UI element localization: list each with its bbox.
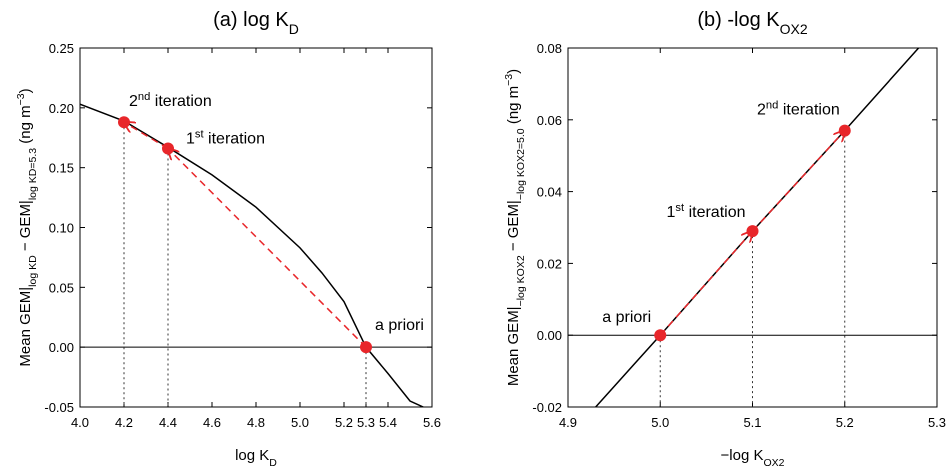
x-tick-label: 4.6	[203, 415, 221, 430]
y-tick-label: 0.04	[537, 185, 562, 200]
text-part: −3	[503, 74, 515, 86]
text-part: )	[17, 88, 34, 93]
curve	[80, 103, 424, 407]
text-part: a priori	[375, 317, 424, 334]
point	[654, 329, 667, 342]
text-part: (ng m	[17, 105, 34, 148]
x-tick-label: 4.4	[159, 415, 177, 430]
y-tick-label: -0.05	[44, 400, 74, 415]
y-tick-label: 0.20	[49, 101, 74, 116]
x-tick-label: 4.2	[115, 415, 133, 430]
point-label: a priori	[602, 309, 651, 326]
y-axis-label: Mean GEM|log KD − GEM|log KD=5.3 (ng m−3…	[15, 88, 39, 366]
x-tick-label: 5.1	[743, 415, 761, 430]
x-tick-label: 5.3	[357, 415, 375, 430]
text-part: )	[505, 69, 522, 74]
plot-frame	[79, 47, 433, 408]
text-part: Mean GEM|	[505, 306, 522, 386]
text-part: −log KOX2	[515, 255, 527, 306]
y-tick-label: 0.06	[537, 113, 562, 128]
text-part: OX2	[780, 21, 808, 37]
x-tick-label: 5.6	[423, 415, 441, 430]
y-tick-label: 0.00	[537, 328, 562, 343]
text-part: iteration	[150, 93, 211, 110]
text-part: st	[675, 202, 685, 214]
point-label: 1st iteration	[186, 129, 265, 148]
text-part: log K	[235, 447, 269, 464]
text-part: −log KOX2=5.0	[515, 128, 527, 200]
x-tick-label: 5.4	[379, 415, 397, 430]
text-part: log KD=5.3	[27, 148, 39, 200]
text-part: (ng m	[505, 86, 522, 129]
x-tick-label: 5.2	[836, 415, 854, 430]
point-label: 2nd iteration	[757, 100, 840, 119]
point	[838, 124, 851, 137]
point-label: a priori	[375, 317, 424, 334]
text-part: D	[269, 457, 277, 469]
text-part: 1	[186, 131, 195, 148]
x-tick-label: 5.0	[291, 415, 309, 430]
text-part: nd	[766, 100, 778, 112]
text-part: (a) log K	[213, 9, 289, 31]
text-part: −3	[15, 93, 27, 105]
point	[360, 341, 372, 354]
text-part: nd	[138, 91, 150, 103]
iteration-arrow	[168, 149, 367, 348]
chart-title: (a) log KD	[213, 9, 299, 37]
y-tick-label: 0.10	[49, 221, 74, 236]
text-part: iteration	[684, 204, 745, 221]
x-tick-label: 4.0	[71, 415, 89, 430]
text-part: −log K	[721, 447, 764, 464]
y-tick-label: -0.02	[532, 400, 562, 415]
text-part: − GEM|	[505, 200, 522, 255]
x-axis-label: log KD	[235, 447, 277, 469]
text-part: log KD	[27, 255, 39, 287]
point	[162, 142, 174, 155]
iteration-arrow	[751, 131, 845, 232]
y-tick-label: 0.02	[537, 256, 562, 271]
y-tick-label: 0.05	[49, 280, 74, 295]
text-part: Mean GEM|	[17, 287, 34, 367]
text-part: st	[195, 129, 205, 141]
point	[746, 225, 759, 238]
text-part: − GEM|	[17, 200, 34, 255]
x-axis-label: −log KOX2	[721, 447, 785, 469]
x-tick-label: 4.8	[247, 415, 265, 430]
text-part: a priori	[602, 309, 651, 326]
iteration-arrow	[124, 122, 169, 150]
y-axis-label: Mean GEM|−log KOX2 − GEM|−log KOX2=5.0 (…	[503, 69, 527, 386]
text-part: iteration	[204, 131, 265, 148]
point	[118, 116, 130, 129]
text-part: (b) -log K	[697, 9, 780, 31]
chart-title: (b) -log KOX2	[697, 9, 807, 37]
x-tick-label: 5.2	[335, 415, 353, 430]
y-tick-label: 0.25	[49, 41, 74, 56]
x-tick-label: 5.0	[651, 415, 669, 430]
text-part: 1	[667, 204, 676, 221]
x-tick-label: 4.9	[559, 415, 577, 430]
x-tick-label: 5.3	[928, 415, 946, 430]
plot-frame	[567, 47, 938, 408]
y-tick-label: 0.15	[49, 161, 74, 176]
y-tick-label: 0.08	[537, 41, 562, 56]
text-part: D	[289, 21, 299, 37]
y-tick-label: 0.00	[49, 340, 74, 355]
text-part: 2	[129, 93, 138, 110]
text-part: 2	[757, 102, 766, 119]
text-part: iteration	[778, 102, 839, 119]
text-part: OX2	[763, 457, 784, 469]
point-label: 1st iteration	[667, 202, 746, 221]
point-label: 2nd iteration	[129, 91, 212, 110]
